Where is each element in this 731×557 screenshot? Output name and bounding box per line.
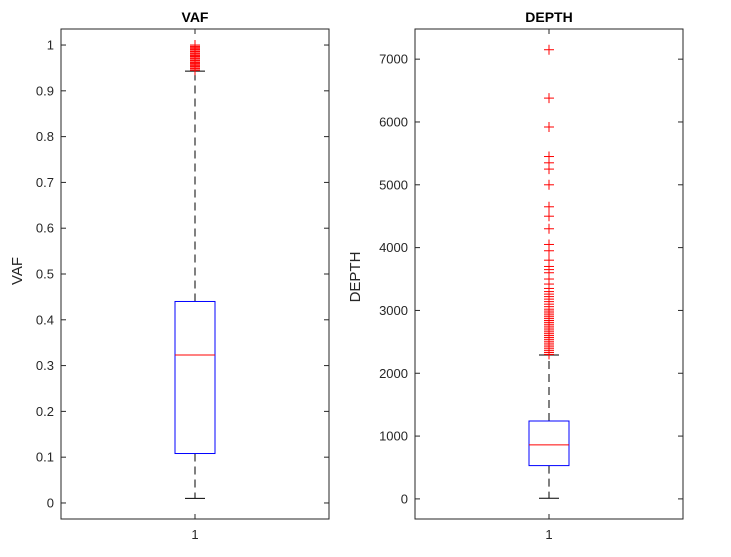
vaf-ytick-label: 0.4	[36, 312, 54, 327]
depth-outlier-marker	[544, 179, 554, 190]
vaf-ytick-label: 0.7	[36, 175, 54, 190]
vaf-title: VAF	[182, 9, 209, 25]
depth-ytick-label: 1000	[379, 429, 408, 444]
depth-y-axis-label: DEPTH	[347, 252, 364, 303]
depth-ytick-label: 2000	[379, 366, 408, 381]
depth-outlier-marker	[544, 211, 554, 222]
vaf-box	[174, 300, 216, 455]
vaf-ytick-label: 0.2	[36, 404, 54, 419]
vaf-ytick-label: 0.3	[36, 358, 54, 373]
depth-box	[528, 420, 570, 467]
depth-outlier-marker	[544, 151, 554, 162]
vaf-outlier-marker	[190, 40, 200, 51]
vaf-ytick-label: 0	[47, 495, 54, 510]
depth-ytick-label: 7000	[379, 52, 408, 67]
depth-outlier-marker	[544, 44, 554, 55]
depth-ytick-label: 6000	[379, 114, 408, 129]
depth-outlier-marker	[544, 255, 554, 266]
depth-title: DEPTH	[525, 9, 572, 25]
vaf-y-axis-label: VAF	[9, 257, 26, 285]
vaf-ytick-label: 0.5	[36, 267, 54, 282]
vaf-ytick-label: 0.1	[36, 450, 54, 465]
vaf-ytick-label: 0.9	[36, 83, 54, 98]
vaf-ytick-label: 0.8	[36, 129, 54, 144]
depth-ytick-label: 0	[401, 491, 408, 506]
vaf-xtick-label: 1	[191, 527, 198, 542]
vaf-ytick-label: 0.6	[36, 221, 54, 236]
depth-ytick-label: 5000	[379, 177, 408, 192]
depth-xtick-label: 1	[545, 527, 552, 542]
vaf-boxplot-panel: VAF VAF 0 0.1 0.2 0.3 0.4 0.5 0.6 0.7 0.8 0.9 1 1	[9, 9, 330, 542]
depth-outlier-marker	[544, 223, 554, 234]
vaf-ytick-label: 1	[47, 38, 54, 53]
depth-outlier-marker	[544, 239, 554, 250]
depth-outlier-marker	[544, 93, 554, 104]
depth-outlier-marker	[544, 122, 554, 132]
depth-outlier-marker	[544, 201, 554, 212]
depth-ytick-label: 3000	[379, 303, 408, 318]
depth-boxplot-panel: DEPTH DEPTH 0 1000 2000 3000 4000 5000 6000 700…	[347, 9, 684, 542]
depth-ytick-label: 4000	[379, 240, 408, 255]
